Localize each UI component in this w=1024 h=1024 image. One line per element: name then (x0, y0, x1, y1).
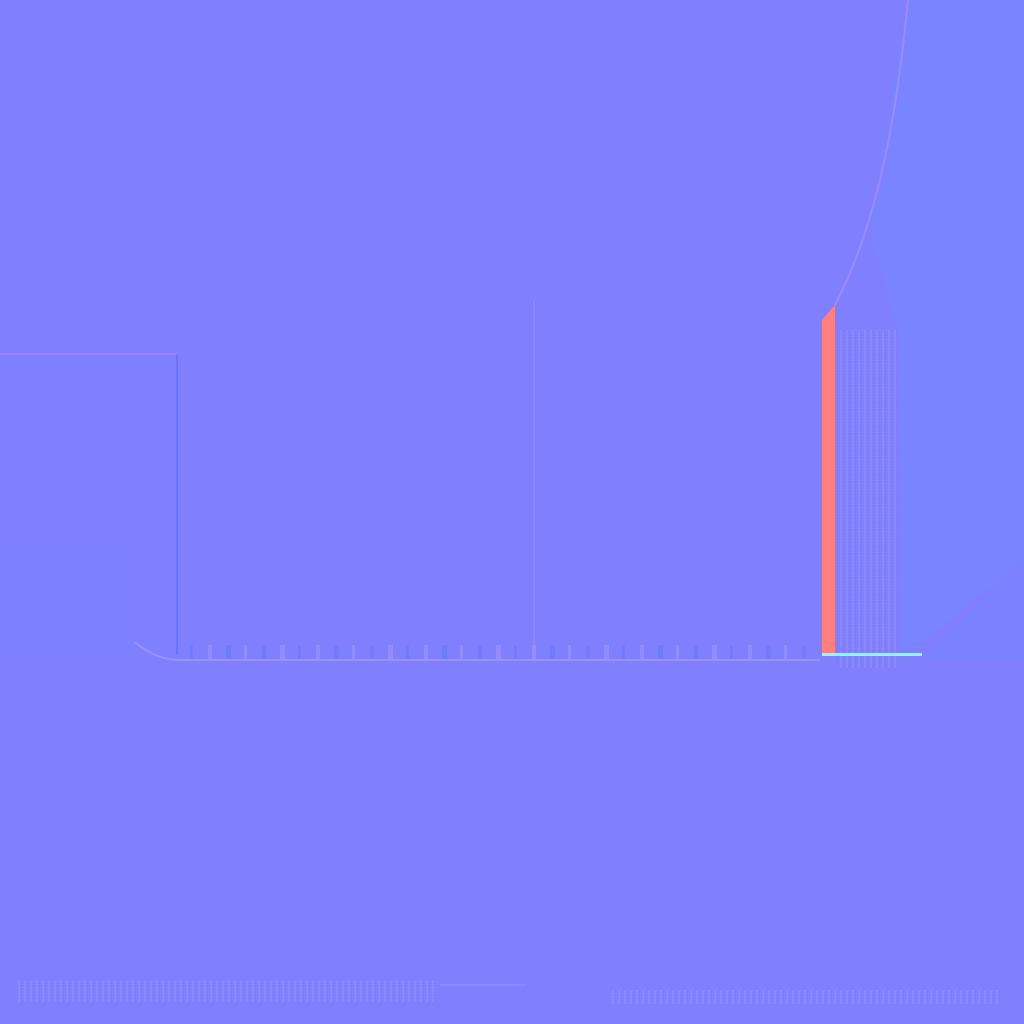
floor-edge-ticks (190, 645, 806, 659)
pillar-base-noise (836, 656, 896, 668)
left-panel (0, 355, 176, 655)
bottom-right-noise-band-overlay (610, 990, 1000, 1004)
floor-tick (190, 645, 193, 659)
floor-tick (442, 645, 447, 659)
cyan-ledge (822, 653, 922, 656)
floor-tick (298, 645, 301, 659)
floor-tick (658, 645, 663, 659)
textured-pillar-overlay (836, 330, 898, 655)
floor-tick (550, 645, 555, 659)
right-panel-curve-edge (834, 0, 909, 306)
floor-tick (226, 645, 231, 659)
floor-tick (802, 645, 806, 659)
floor-tick (478, 645, 482, 659)
floor-tick (748, 645, 752, 659)
floor-tick (604, 645, 609, 659)
floor-tick (388, 645, 393, 659)
bottom-left-noise-band-overlay (18, 980, 438, 1002)
floor-tick (424, 645, 428, 659)
floor-tick (370, 645, 374, 659)
floor-tick (694, 645, 698, 659)
floor-tick (640, 645, 644, 659)
red-edge-strip (822, 305, 835, 655)
floor-tick (730, 645, 733, 659)
floor-tick (676, 645, 679, 659)
floor-tick (514, 645, 517, 659)
floor-tick (316, 645, 320, 659)
floor-tick (712, 645, 717, 659)
floor-tick (352, 645, 355, 659)
floor-tick (766, 645, 771, 659)
floor-tick (586, 645, 590, 659)
floor-tick (496, 645, 501, 659)
floor-tick (208, 645, 212, 659)
floor-tick (784, 645, 787, 659)
right-panel-lower (920, 560, 1024, 660)
floor-tick (568, 645, 571, 659)
floor-tick (622, 645, 625, 659)
floor-edge-curve (134, 641, 820, 661)
floor-tick (406, 645, 409, 659)
floor-tick (244, 645, 247, 659)
floor-tick (532, 645, 536, 659)
floor-tick (460, 645, 463, 659)
right-panel-upper (870, 0, 1024, 660)
floor-tick (280, 645, 285, 659)
floor-tick (334, 645, 339, 659)
left-panel-bottom-fade (0, 540, 140, 660)
floor-tick (262, 645, 266, 659)
